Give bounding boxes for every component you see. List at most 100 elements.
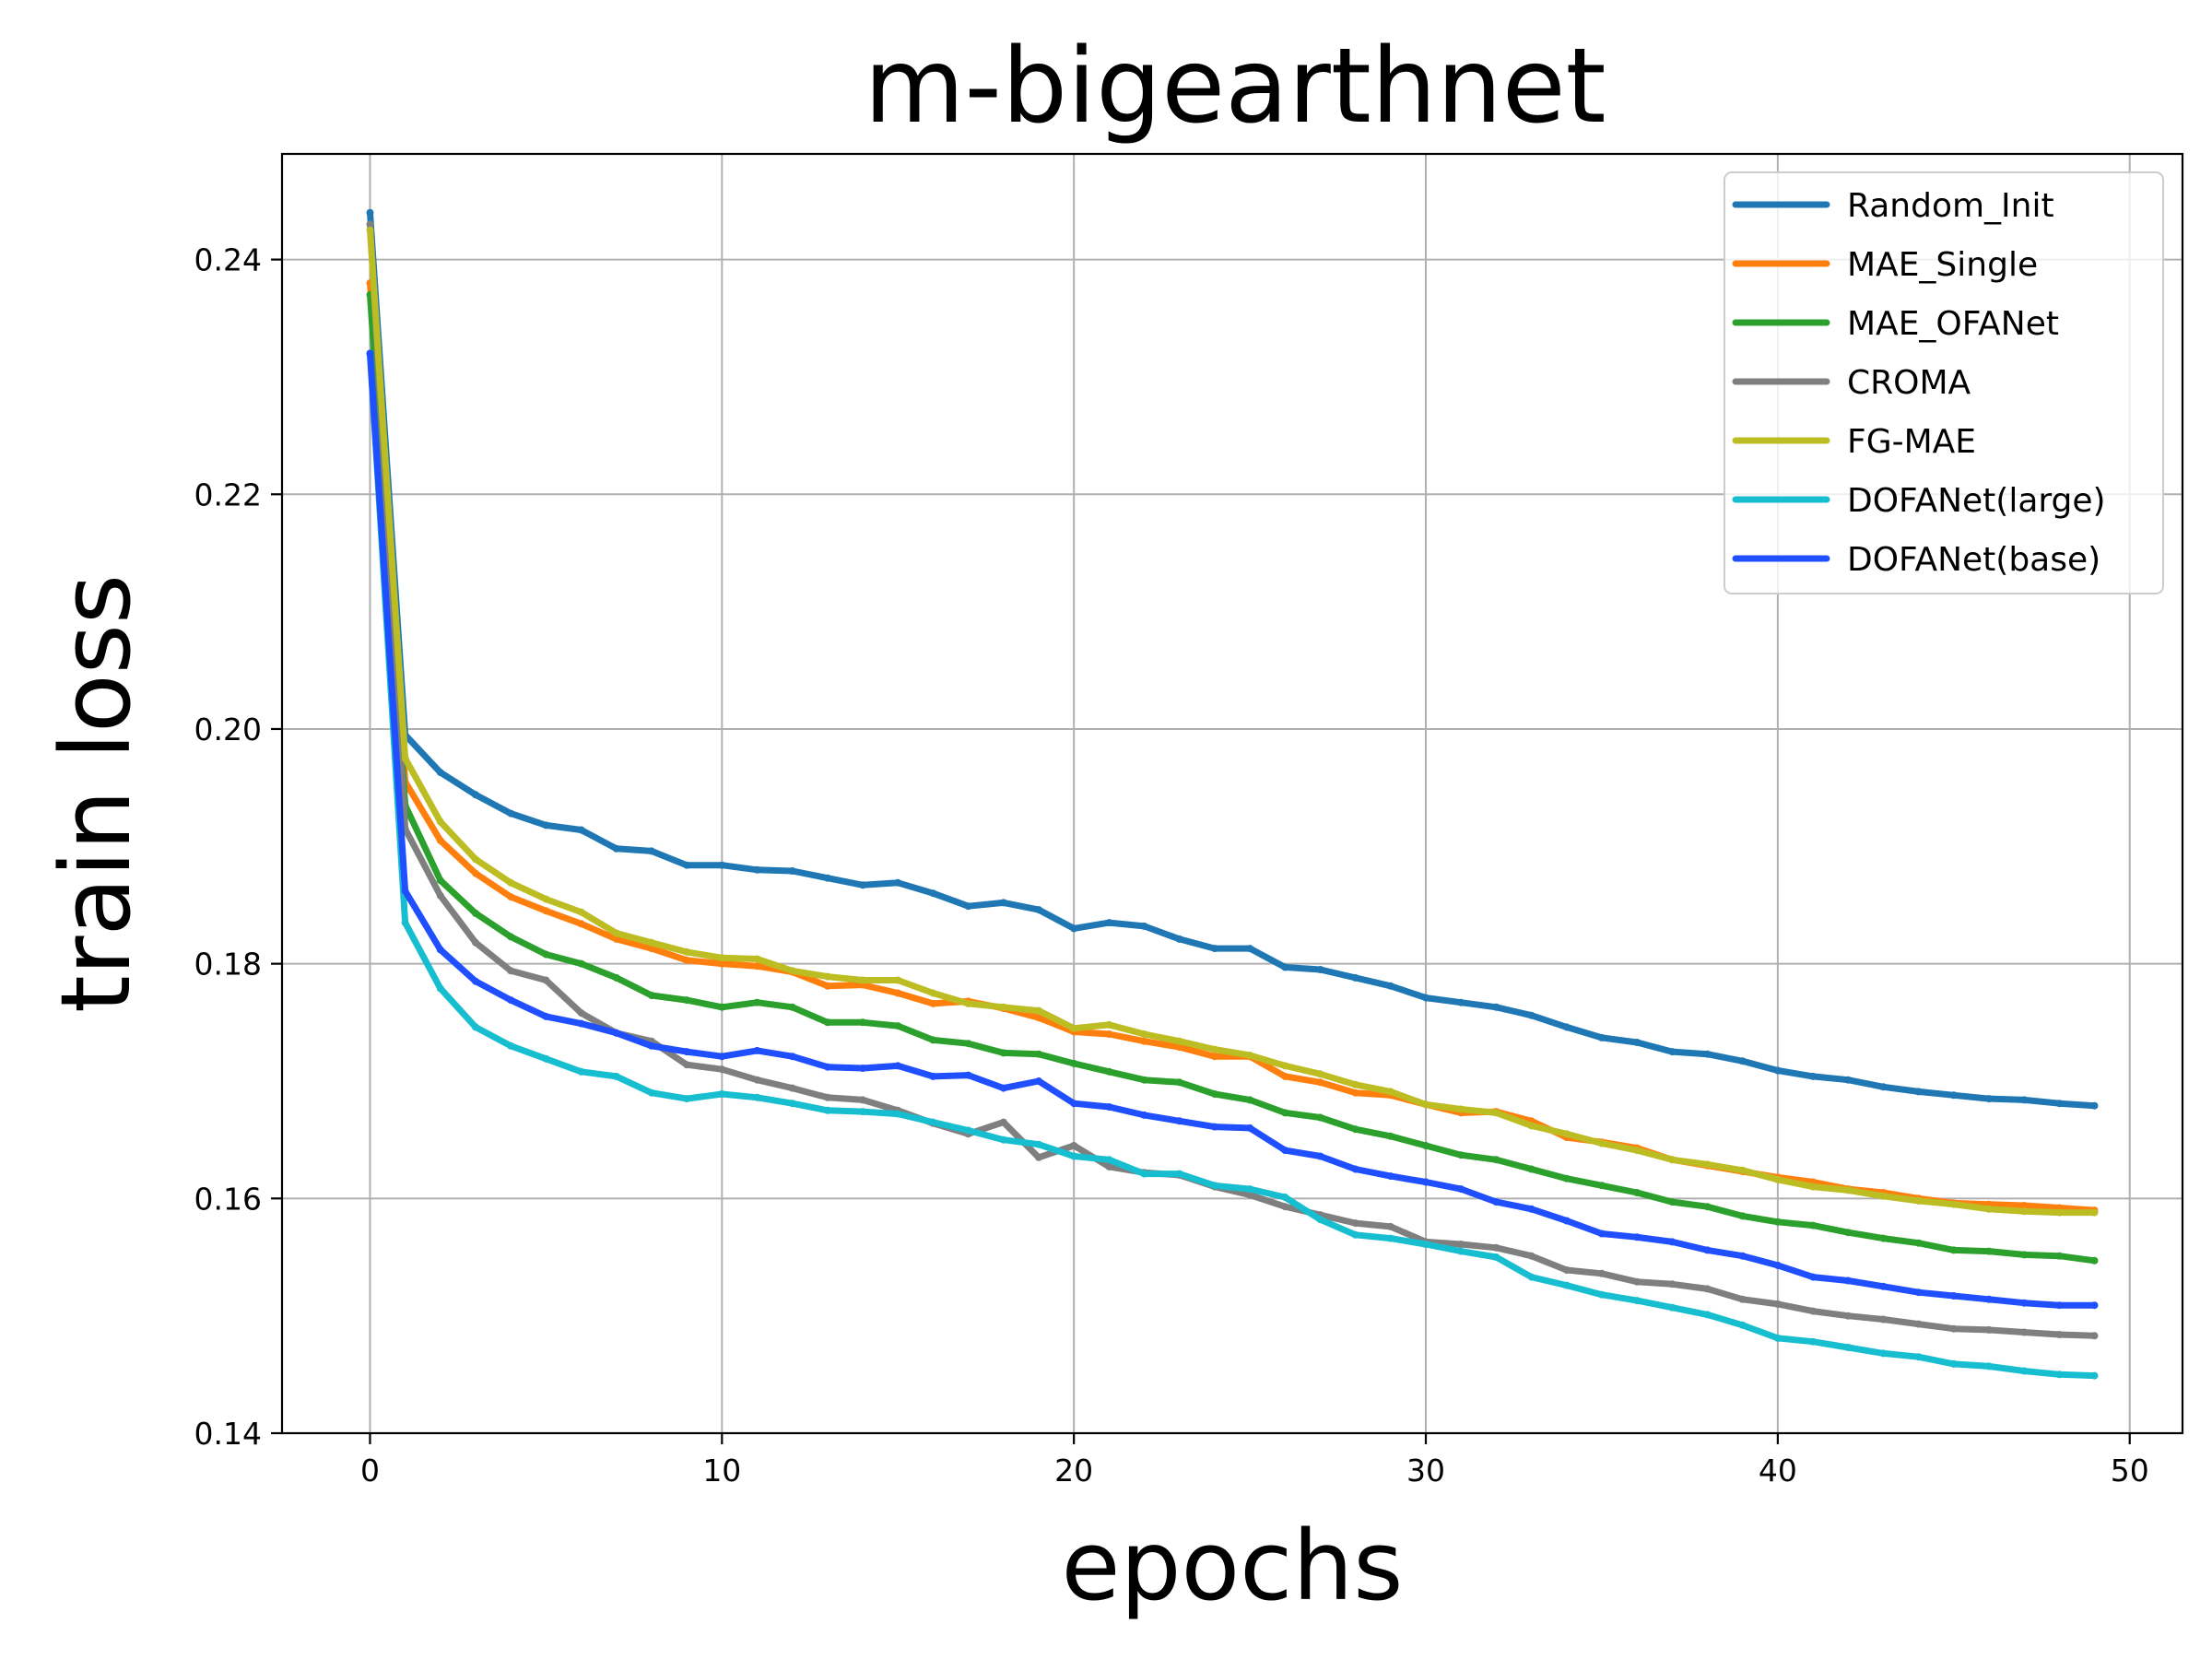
data-point	[894, 1022, 902, 1030]
data-point	[2090, 1101, 2099, 1110]
y-tick-label: 0.22	[194, 477, 262, 512]
data-point	[788, 1100, 796, 1108]
data-point	[1738, 1212, 1747, 1220]
data-point	[1105, 1162, 1113, 1171]
data-point	[753, 962, 761, 971]
data-point	[2020, 1251, 2029, 1259]
data-point	[542, 1054, 550, 1063]
data-point	[1457, 998, 1465, 1006]
data-point	[2090, 1208, 2099, 1217]
data-point	[999, 1135, 1007, 1144]
data-point	[472, 1023, 479, 1031]
x-tick-label: 20	[1054, 1453, 1093, 1488]
data-point	[647, 938, 655, 947]
data-point	[964, 902, 972, 911]
data-point	[1035, 906, 1042, 914]
data-point	[366, 349, 374, 358]
data-point	[1175, 1078, 1183, 1087]
data-point	[1035, 1153, 1042, 1161]
data-point	[612, 935, 620, 943]
data-point	[1633, 1147, 1641, 1155]
data-point	[1773, 1334, 1782, 1342]
legend-items: Random_Init MAE_Single MAE_OFANet CROMA FG-M…	[1732, 187, 2106, 579]
data-point	[647, 847, 655, 855]
data-point	[718, 1053, 726, 1061]
data-point	[1035, 1006, 1042, 1015]
data-point	[718, 959, 726, 968]
data-point	[1175, 1170, 1183, 1178]
data-point	[2020, 1367, 2029, 1375]
data-point	[1457, 1241, 1465, 1248]
data-point	[859, 881, 867, 889]
data-point	[1422, 1100, 1430, 1109]
data-point	[1457, 1105, 1465, 1113]
legend-label: MAE_Single	[1847, 246, 2038, 284]
data-point	[1140, 1170, 1148, 1178]
data-point	[1070, 1100, 1078, 1108]
data-point	[1914, 1320, 1923, 1328]
data-point	[2020, 1096, 2029, 1104]
data-point	[577, 1019, 585, 1028]
data-point	[507, 1041, 515, 1050]
data-point	[1703, 1160, 1712, 1169]
data-point	[2020, 1299, 2029, 1307]
data-point	[542, 976, 550, 984]
data-point	[1562, 1281, 1571, 1289]
data-point	[1738, 1252, 1747, 1260]
data-point	[683, 1048, 691, 1056]
data-point	[1633, 1277, 1641, 1286]
axis-ticks: 0 10 20 30 40 50 0.14 0.16 0.18 0.20 0.22 0.24	[194, 242, 2149, 1488]
data-point	[2090, 1301, 2099, 1310]
data-point	[683, 956, 691, 964]
data-point	[964, 1040, 972, 1048]
legend-entry: MAE_OFANet	[1732, 305, 2059, 343]
data-point	[788, 1084, 796, 1092]
data-point	[1210, 1123, 1218, 1131]
legend-label: FG-MAE	[1847, 423, 1976, 461]
data-point	[1844, 1229, 1853, 1237]
y-axis-title: train loss	[40, 574, 152, 1013]
data-point	[1879, 1349, 1888, 1358]
data-point	[1035, 1014, 1042, 1022]
data-point	[1985, 1247, 1993, 1255]
data-point	[929, 999, 937, 1007]
x-tick-label: 10	[702, 1453, 741, 1488]
data-point	[436, 769, 444, 777]
data-point	[929, 1118, 937, 1126]
data-point	[577, 908, 585, 916]
data-point	[718, 1065, 726, 1074]
data-point	[1492, 1109, 1500, 1117]
legend-entry: DOFANet(base)	[1732, 541, 2100, 579]
series-MAE_OFANet	[366, 290, 2099, 1265]
data-point	[823, 1018, 831, 1027]
data-point	[1351, 1125, 1359, 1134]
data-point	[1738, 1295, 1747, 1303]
data-point	[1246, 1124, 1254, 1132]
data-point	[718, 861, 726, 869]
data-point	[1633, 1189, 1641, 1196]
data-point	[1597, 1230, 1606, 1238]
y-tick-label: 0.16	[194, 1181, 262, 1217]
data-point	[1105, 1030, 1113, 1038]
data-point	[1985, 1205, 1993, 1213]
data-point	[1492, 1003, 1500, 1011]
data-point	[683, 1095, 691, 1103]
data-point	[1668, 1198, 1677, 1206]
legend-label: DOFANet(large)	[1847, 482, 2106, 520]
data-point	[1633, 1297, 1641, 1305]
data-point	[1140, 1111, 1148, 1119]
data-point	[1562, 1130, 1571, 1138]
data-point	[472, 938, 479, 947]
data-point	[1809, 1273, 1818, 1281]
data-point	[647, 1041, 655, 1050]
data-point	[1703, 1311, 1712, 1319]
data-point	[929, 1072, 937, 1080]
data-point	[753, 1093, 761, 1101]
data-point	[577, 959, 585, 968]
data-point	[1386, 1088, 1394, 1096]
data-point	[753, 998, 761, 1006]
data-point	[1351, 1165, 1359, 1173]
data-point	[436, 946, 444, 954]
data-point	[1809, 1072, 1818, 1080]
x-axis-title: epochs	[1062, 1510, 1404, 1622]
